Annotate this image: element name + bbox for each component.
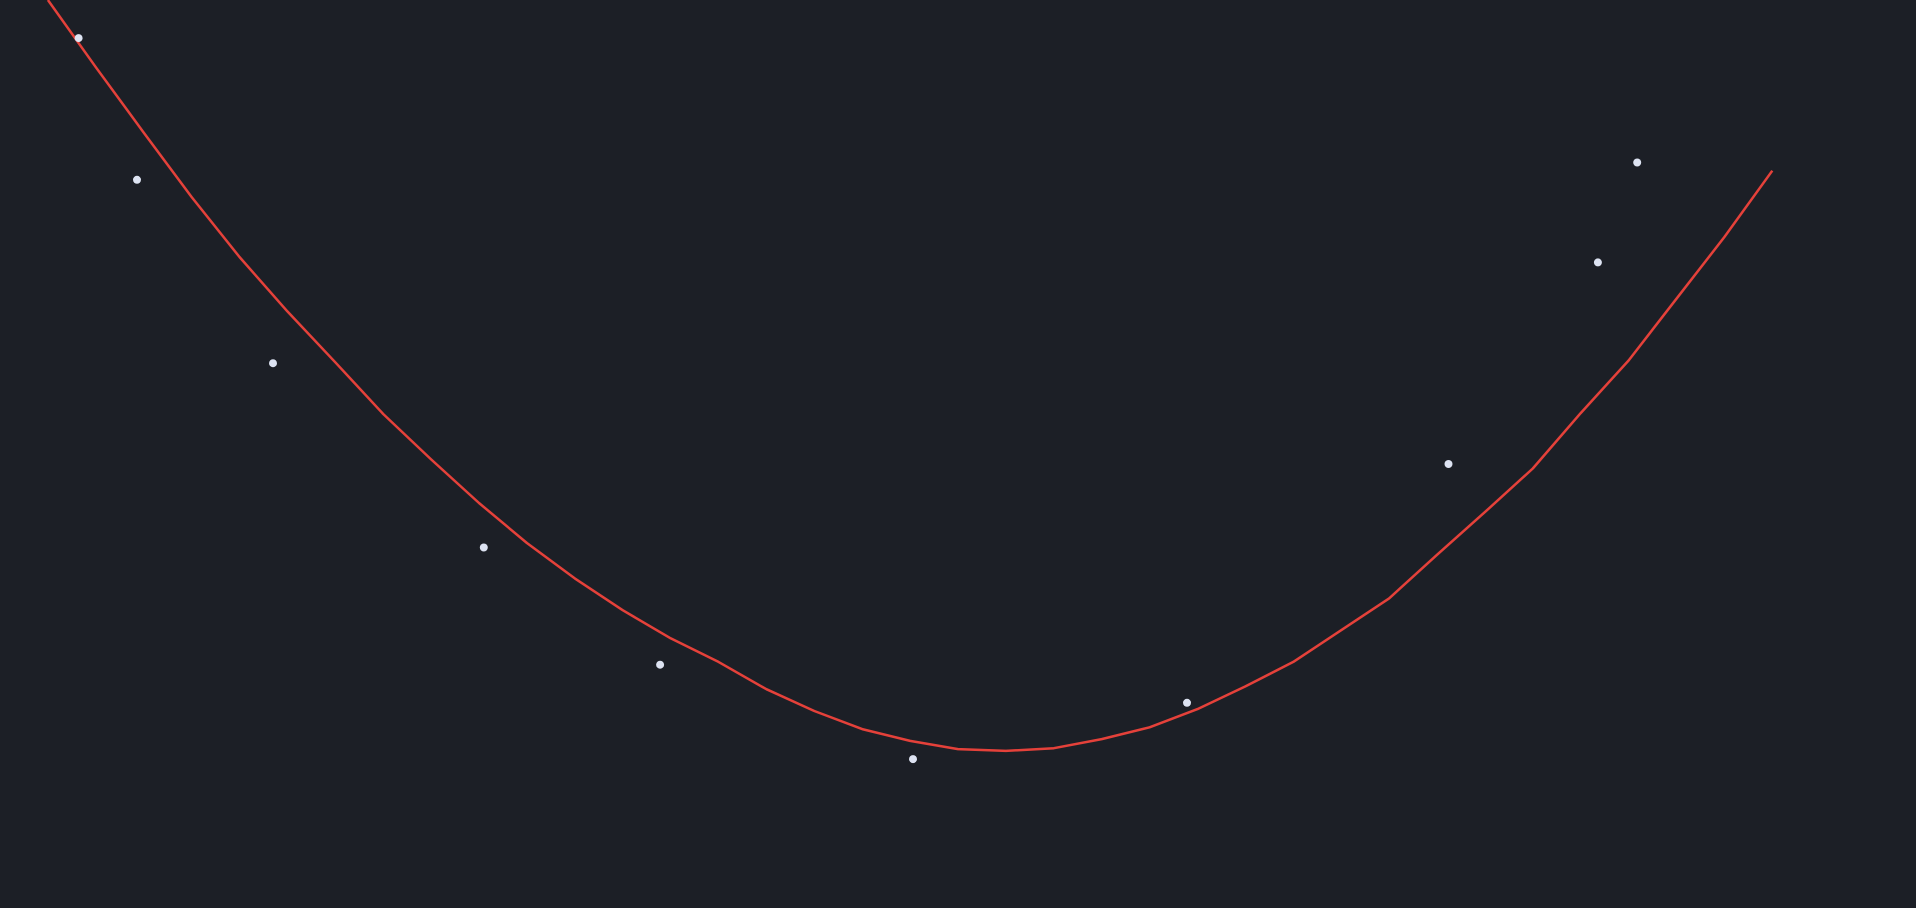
data-point (1633, 158, 1642, 167)
data-point (909, 755, 917, 764)
data-point (1444, 460, 1453, 468)
data-point (656, 660, 665, 669)
data-point (479, 543, 488, 552)
data-point (74, 34, 83, 43)
fit-curve-layer (46, 0, 1774, 753)
fit-curve (46, 0, 1774, 753)
data-point (269, 359, 277, 368)
data-points-layer (74, 34, 1642, 764)
data-point (133, 175, 141, 184)
data-point (1183, 698, 1191, 707)
data-point (1593, 258, 1602, 267)
